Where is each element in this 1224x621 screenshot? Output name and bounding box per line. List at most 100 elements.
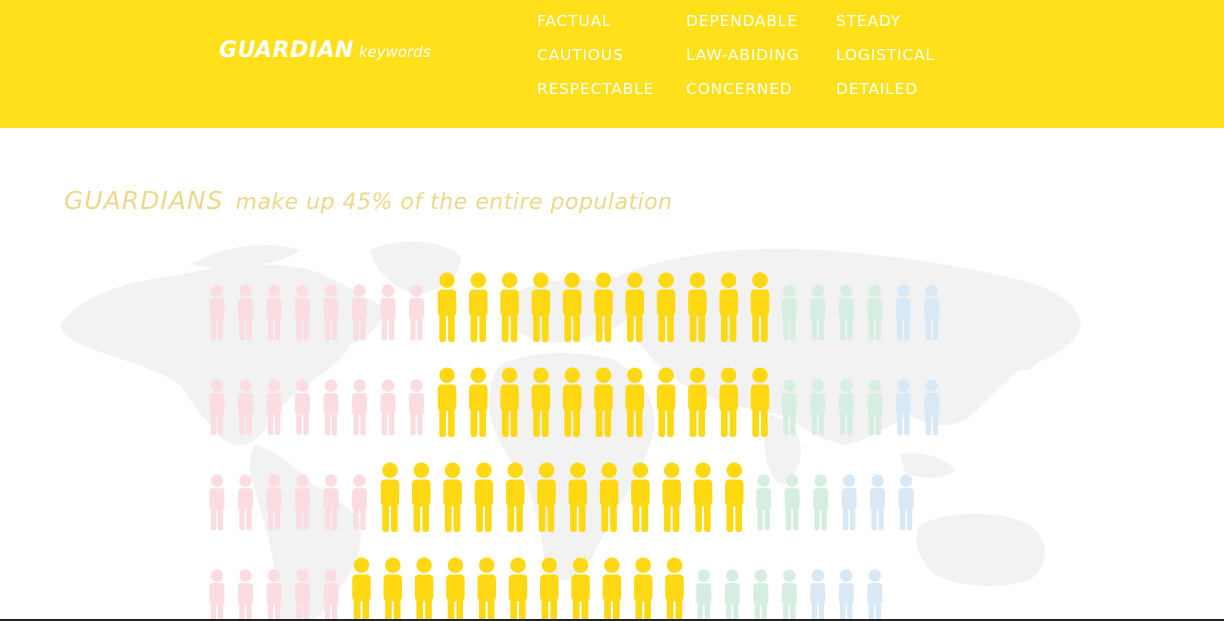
green-person-icon: [867, 284, 883, 341]
pink-person-icon: [266, 284, 282, 341]
green-person-icon: [813, 474, 829, 531]
guardian-person-icon: [508, 557, 528, 621]
guardian-person-icon: [719, 272, 738, 342]
blue-person-icon: [895, 379, 911, 436]
green-person-icon: [838, 379, 854, 436]
guardian-person-icon: [383, 557, 403, 621]
keyword: CONCERNED: [686, 80, 793, 98]
green-person-icon: [784, 474, 800, 531]
pink-person-icon: [409, 284, 424, 341]
green-person-icon: [810, 379, 826, 436]
guardian-person-icon: [571, 557, 590, 621]
guardian-person-icon: [531, 367, 551, 437]
keyword: LOGISTICAL: [836, 46, 935, 64]
pink-person-icon: [352, 379, 367, 436]
guardian-person-icon: [446, 557, 465, 621]
guardian-person-icon: [688, 272, 707, 342]
guardian-person-icon: [688, 367, 707, 437]
blue-person-icon: [898, 474, 914, 531]
guardian-person-icon: [602, 557, 622, 621]
keyword: FACTUAL: [537, 12, 612, 30]
guardian-person-icon: [633, 557, 653, 621]
keyword: CAUTIOUS: [537, 46, 624, 64]
pink-person-icon: [323, 379, 339, 436]
keyword: DEPENDABLE: [686, 12, 798, 30]
blue-person-icon: [867, 569, 883, 621]
pink-person-icon: [323, 569, 339, 621]
blue-person-icon: [838, 569, 854, 621]
guardian-person-icon: [500, 272, 519, 342]
guardian-person-icon: [693, 462, 713, 532]
pink-person-icon: [295, 569, 310, 621]
brand-main: GUARDIAN: [219, 38, 354, 63]
guardian-person-icon: [625, 367, 645, 437]
pink-person-icon: [295, 284, 310, 341]
pink-person-icon: [238, 379, 253, 436]
guardian-person-icon: [477, 557, 496, 621]
keyword: LAW-ABIDING: [686, 46, 800, 64]
headline-main: GUARDIANS: [64, 186, 224, 215]
green-person-icon: [781, 379, 797, 436]
guardian-person-icon: [625, 272, 645, 342]
guardian-person-icon: [562, 367, 582, 437]
pink-person-icon: [352, 284, 367, 341]
guardian-person-icon: [656, 367, 676, 437]
green-person-icon: [756, 474, 772, 531]
pink-person-icon: [323, 284, 339, 341]
pink-person-icon: [323, 474, 339, 531]
pink-person-icon: [380, 379, 396, 436]
pink-person-icon: [380, 284, 396, 341]
blue-person-icon: [841, 474, 857, 531]
guardian-person-icon: [719, 367, 738, 437]
guardian-person-icon: [505, 462, 525, 532]
pink-person-icon: [209, 569, 225, 621]
pink-person-icon: [238, 284, 253, 341]
pink-person-icon: [238, 474, 253, 531]
guardian-person-icon: [537, 462, 556, 532]
guardian-person-icon: [594, 272, 613, 342]
pink-person-icon: [266, 379, 282, 436]
brand-sub: keywords: [358, 43, 431, 61]
guardian-person-icon: [469, 367, 488, 437]
guardian-person-icon: [594, 367, 613, 437]
guardian-person-icon: [380, 462, 400, 532]
guardian-person-icon: [469, 272, 488, 342]
green-person-icon: [781, 569, 797, 621]
guardian-person-icon: [540, 557, 559, 621]
pink-person-icon: [352, 474, 367, 531]
population-headline: GUARDIANS make up 45% of the entire popul…: [64, 186, 673, 215]
green-person-icon: [753, 569, 769, 621]
guardian-person-icon: [750, 367, 770, 437]
guardian-person-icon: [414, 557, 434, 621]
keyword: DETAILED: [836, 80, 918, 98]
guardian-person-icon: [750, 272, 770, 342]
guardian-person-icon: [412, 462, 431, 532]
pink-person-icon: [209, 474, 225, 531]
guardian-person-icon: [474, 462, 494, 532]
keyword: STEADY: [836, 12, 902, 30]
pink-person-icon: [209, 284, 225, 341]
green-person-icon: [810, 284, 826, 341]
blue-person-icon: [924, 379, 940, 436]
guardian-person-icon: [352, 557, 371, 621]
green-person-icon: [696, 569, 712, 621]
guardian-person-icon: [662, 462, 681, 532]
pink-person-icon: [295, 379, 310, 436]
guardian-person-icon: [599, 462, 619, 532]
guardian-person-icon: [568, 462, 588, 532]
green-person-icon: [781, 284, 797, 341]
guardian-person-icon: [437, 367, 457, 437]
pink-person-icon: [209, 379, 225, 436]
guardian-person-icon: [725, 462, 744, 532]
pink-person-icon: [409, 379, 424, 436]
guardian-person-icon: [437, 272, 457, 342]
keyword: RESPECTABLE: [537, 80, 655, 98]
pink-person-icon: [295, 474, 310, 531]
headline-rest: make up 45% of the entire population: [235, 190, 673, 215]
guardian-person-icon: [443, 462, 462, 532]
guardian-person-icon: [562, 272, 582, 342]
blue-person-icon: [810, 569, 826, 621]
green-person-icon: [838, 284, 854, 341]
pink-person-icon: [266, 569, 282, 621]
guardian-person-icon: [656, 272, 676, 342]
